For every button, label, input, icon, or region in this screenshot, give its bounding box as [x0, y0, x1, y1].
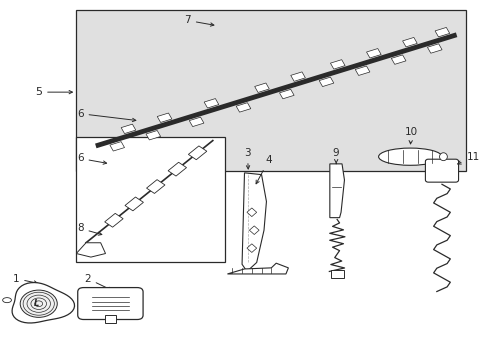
Text: L: L	[34, 299, 40, 308]
Polygon shape	[189, 117, 203, 127]
Polygon shape	[157, 113, 171, 122]
Polygon shape	[146, 131, 160, 140]
Polygon shape	[390, 55, 405, 64]
Text: 6: 6	[77, 153, 106, 164]
Polygon shape	[188, 146, 206, 160]
Polygon shape	[434, 27, 449, 37]
Polygon shape	[427, 44, 441, 53]
FancyBboxPatch shape	[425, 159, 458, 182]
Polygon shape	[76, 243, 105, 257]
Polygon shape	[290, 72, 305, 81]
Polygon shape	[125, 197, 143, 211]
Ellipse shape	[2, 298, 11, 303]
Text: 5: 5	[35, 87, 72, 97]
Polygon shape	[254, 83, 269, 93]
Text: 8: 8	[77, 224, 102, 235]
Polygon shape	[110, 141, 124, 151]
Polygon shape	[12, 283, 74, 323]
Ellipse shape	[378, 148, 441, 165]
Bar	[76, 137, 224, 262]
FancyBboxPatch shape	[330, 270, 343, 278]
Polygon shape	[330, 60, 345, 69]
Polygon shape	[319, 77, 333, 86]
FancyBboxPatch shape	[104, 315, 116, 323]
FancyBboxPatch shape	[78, 288, 143, 319]
Polygon shape	[246, 244, 256, 252]
Circle shape	[20, 290, 57, 318]
Polygon shape	[329, 164, 344, 218]
Polygon shape	[279, 89, 293, 99]
Polygon shape	[242, 173, 266, 271]
Polygon shape	[402, 37, 416, 47]
Polygon shape	[246, 208, 256, 217]
Text: 1: 1	[13, 274, 37, 284]
Text: 3: 3	[244, 148, 250, 169]
Polygon shape	[249, 226, 259, 234]
Text: 9: 9	[332, 148, 339, 164]
Bar	[76, 10, 466, 171]
Polygon shape	[355, 66, 369, 76]
Polygon shape	[168, 162, 186, 176]
Polygon shape	[227, 263, 288, 274]
Text: 6: 6	[77, 109, 136, 122]
Text: 4: 4	[256, 155, 271, 184]
Polygon shape	[366, 49, 380, 58]
Ellipse shape	[439, 153, 447, 161]
Text: 11: 11	[457, 152, 479, 164]
Polygon shape	[121, 124, 136, 134]
Text: 7: 7	[184, 15, 213, 26]
Polygon shape	[203, 99, 218, 108]
Text: 2: 2	[84, 274, 112, 290]
Text: 10: 10	[404, 127, 417, 144]
Polygon shape	[104, 213, 123, 227]
Polygon shape	[146, 180, 164, 193]
Polygon shape	[236, 103, 250, 112]
